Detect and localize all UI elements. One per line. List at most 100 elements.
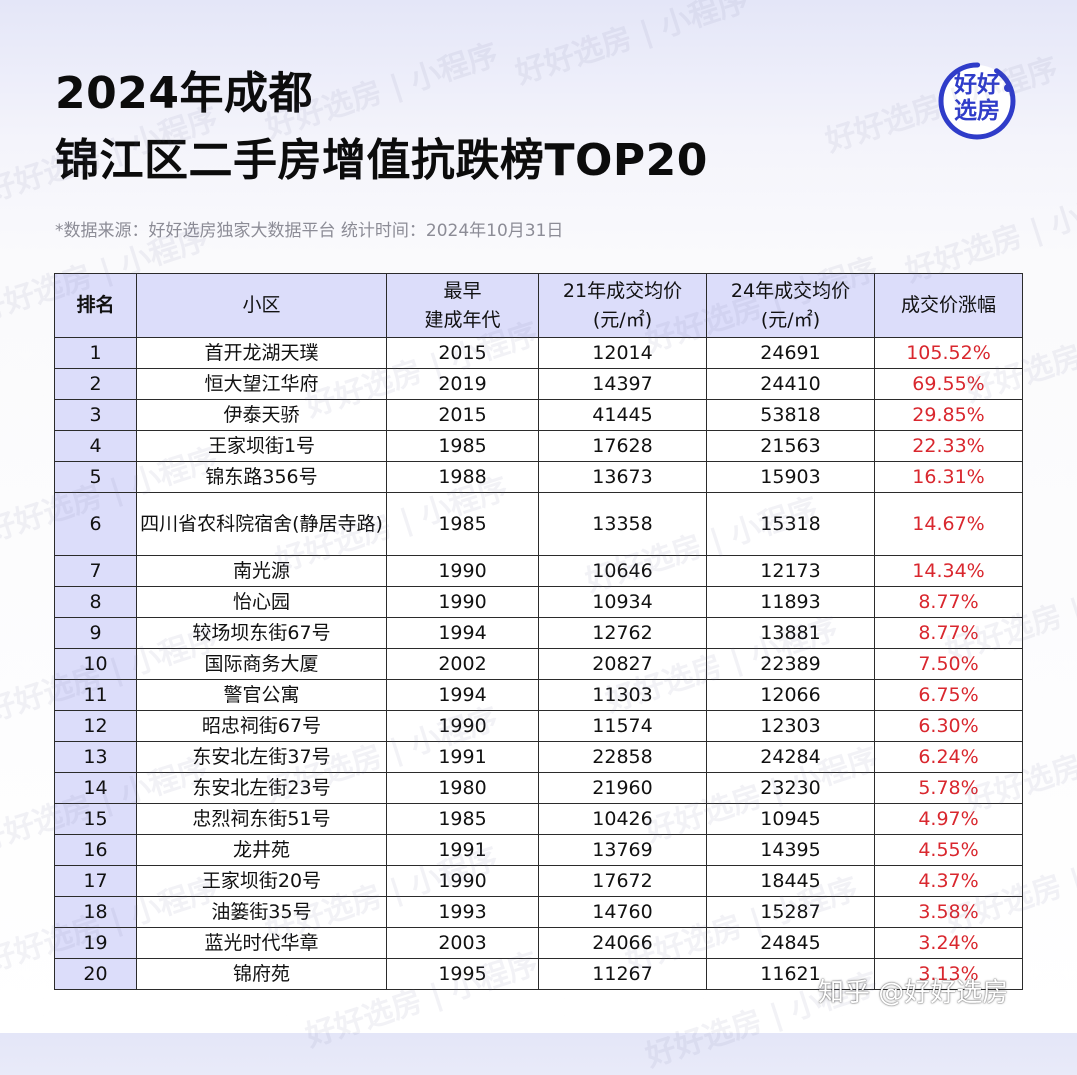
cell-price-2021: 13673	[538, 461, 707, 493]
cell-price-2021: 13769	[538, 834, 707, 866]
cell-community: 东安北左街23号	[136, 772, 387, 804]
cell-gain: 29.85%	[874, 399, 1023, 431]
cell-price-2021: 12762	[538, 617, 707, 649]
cell-built-year: 1991	[386, 834, 539, 866]
cell-community: 伊泰天骄	[136, 399, 387, 431]
cell-built-year: 1995	[386, 958, 539, 990]
table-row: 19 蓝光时代华章 2003 24066 24845 3.24%	[54, 927, 1023, 959]
page-title: 2024年成都	[55, 68, 313, 119]
table-header-row: 排名 小区 最早 建成年代 21年成交均价 (元/㎡) 24年成交均价 (元/㎡) 成…	[54, 273, 1023, 338]
header-price21-line1: 21年成交均价	[562, 279, 683, 302]
cell-gain: 6.75%	[874, 679, 1023, 711]
zhihu-credit: 知乎 @好好选房	[818, 978, 1009, 1008]
cell-price-2021: 10426	[538, 803, 707, 835]
header-price-2021: 21年成交均价 (元/㎡)	[538, 273, 707, 338]
cell-built-year: 2015	[386, 337, 539, 369]
cell-built-year: 1994	[386, 679, 539, 711]
cell-rank: 5	[54, 461, 137, 493]
cell-built-year: 2015	[386, 399, 539, 431]
brand-logo: 好好 选房	[934, 58, 1020, 144]
cell-community: 蓝光时代华章	[136, 927, 387, 959]
cell-price-2021: 24066	[538, 927, 707, 959]
cell-gain: 5.78%	[874, 772, 1023, 804]
table-row: 9 较场坝东街67号 1994 12762 13881 8.77%	[54, 617, 1023, 649]
header-rank: 排名	[54, 273, 137, 338]
cell-price-2024: 24845	[706, 927, 875, 959]
cell-price-2024: 15903	[706, 461, 875, 493]
cell-rank: 4	[54, 430, 137, 462]
cell-gain: 4.37%	[874, 865, 1023, 897]
cell-built-year: 1985	[386, 492, 539, 556]
cell-rank: 6	[54, 492, 137, 556]
cell-rank: 20	[54, 958, 137, 990]
cell-community: 王家坝街20号	[136, 865, 387, 897]
cell-price-2024: 12173	[706, 555, 875, 587]
cell-community: 南光源	[136, 555, 387, 587]
cell-price-2021: 14760	[538, 896, 707, 928]
cell-price-2021: 12014	[538, 337, 707, 369]
data-source-note: *数据来源：好好选房独家大数据平台 统计时间：2024年10月31日	[55, 221, 564, 241]
table-row: 20 锦府苑 1995 11267 11621 3.13%	[54, 958, 1023, 990]
table-row: 13 东安北左街37号 1991 22858 24284 6.24%	[54, 741, 1023, 773]
cell-community: 锦府苑	[136, 958, 387, 990]
cell-gain: 4.97%	[874, 803, 1023, 835]
cell-community: 东安北左街37号	[136, 741, 387, 773]
cell-built-year: 1990	[386, 555, 539, 587]
cell-built-year: 2002	[386, 648, 539, 680]
cell-price-2021: 13358	[538, 492, 707, 556]
cell-built-year: 1985	[386, 430, 539, 462]
cell-rank: 10	[54, 648, 137, 680]
cell-rank: 8	[54, 586, 137, 618]
cell-gain: 8.77%	[874, 617, 1023, 649]
cell-gain: 6.24%	[874, 741, 1023, 773]
cell-gain: 7.50%	[874, 648, 1023, 680]
cell-gain: 6.30%	[874, 710, 1023, 742]
cell-built-year: 1990	[386, 710, 539, 742]
cell-price-2024: 14395	[706, 834, 875, 866]
cell-community: 王家坝街1号	[136, 430, 387, 462]
header-built-line2: 建成年代	[424, 308, 501, 331]
logo-ring-icon	[938, 62, 1016, 140]
cell-price-2024: 24410	[706, 368, 875, 400]
cell-community: 龙井苑	[136, 834, 387, 866]
cell-rank: 15	[54, 803, 137, 835]
cell-community: 油篓街35号	[136, 896, 387, 928]
cell-built-year: 1980	[386, 772, 539, 804]
header-price24-line2: (元/㎡)	[760, 308, 821, 331]
logo-text: 好好 选房	[934, 72, 1020, 124]
table-row: 11 警官公寓 1994 11303 12066 6.75%	[54, 679, 1023, 711]
cell-community: 怡心园	[136, 586, 387, 618]
header-price24-line1: 24年成交均价	[730, 279, 851, 302]
cell-built-year: 1985	[386, 803, 539, 835]
watermark-text: 好好选房 | 小程序	[511, 0, 753, 92]
cell-gain: 16.31%	[874, 461, 1023, 493]
cell-rank: 7	[54, 555, 137, 587]
cell-price-2021: 14397	[538, 368, 707, 400]
cell-price-2021: 10646	[538, 555, 707, 587]
cell-built-year: 1990	[386, 586, 539, 618]
cell-price-2021: 17628	[538, 430, 707, 462]
cell-price-2021: 11574	[538, 710, 707, 742]
cell-price-2021: 41445	[538, 399, 707, 431]
cell-gain: 14.34%	[874, 555, 1023, 587]
cell-community: 昭忠祠街67号	[136, 710, 387, 742]
header-community: 小区	[136, 273, 387, 338]
cell-rank: 9	[54, 617, 137, 649]
cell-price-2024: 12066	[706, 679, 875, 711]
cell-price-2024: 24284	[706, 741, 875, 773]
table-row: 5 锦东路356号 1988 13673 15903 16.31%	[54, 461, 1023, 493]
cell-community: 较场坝东街67号	[136, 617, 387, 649]
cell-built-year: 1991	[386, 741, 539, 773]
cell-price-2021: 10934	[538, 586, 707, 618]
table-row: 8 怡心园 1990 10934 11893 8.77%	[54, 586, 1023, 618]
cell-rank: 3	[54, 399, 137, 431]
cell-rank: 17	[54, 865, 137, 897]
table-row: 17 王家坝街20号 1990 17672 18445 4.37%	[54, 865, 1023, 897]
cell-price-2024: 13881	[706, 617, 875, 649]
cell-rank: 13	[54, 741, 137, 773]
cell-rank: 2	[54, 368, 137, 400]
table-row: 18 油篓街35号 1993 14760 15287 3.58%	[54, 896, 1023, 928]
cell-rank: 1	[54, 337, 137, 369]
cell-community: 首开龙湖天璞	[136, 337, 387, 369]
table-row: 3 伊泰天骄 2015 41445 53818 29.85%	[54, 399, 1023, 431]
